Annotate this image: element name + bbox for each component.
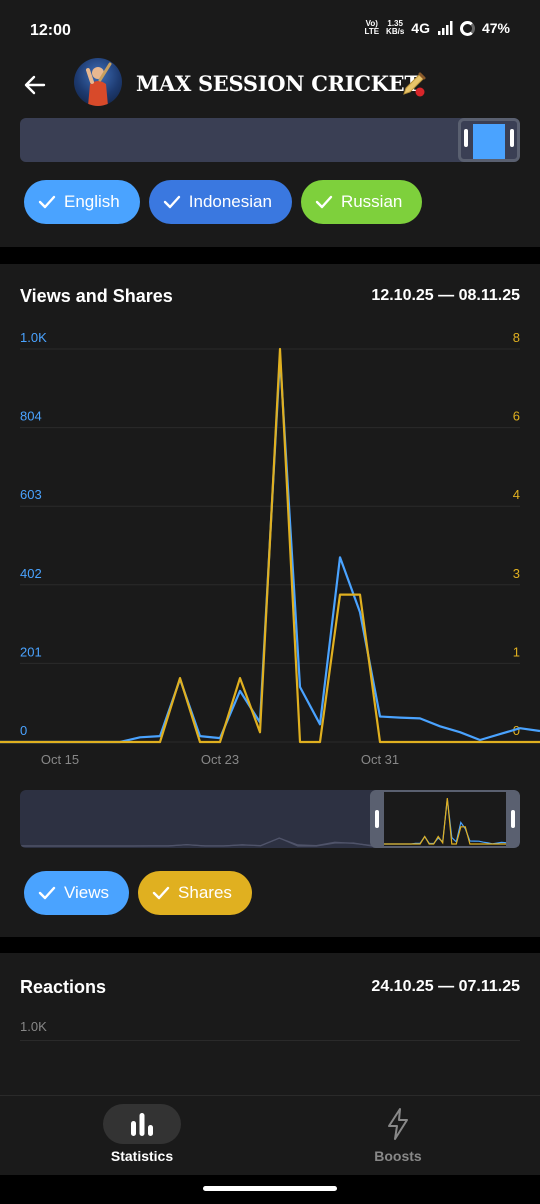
scroller-right-handle[interactable]: [510, 129, 514, 147]
languages-range-scroller[interactable]: [20, 118, 520, 162]
left-tick-label: 804: [20, 409, 42, 424]
nav-boosts[interactable]: Boosts: [328, 1104, 468, 1164]
top-bar: MAX SESSION CRICKET: [0, 58, 540, 112]
check-icon: [315, 195, 333, 209]
reactions-axis-label: 1.0K: [20, 1019, 47, 1034]
chip-shares[interactable]: Shares: [138, 871, 252, 915]
network-speed: 1.35 KB/s: [386, 19, 405, 36]
series-filters: Views Shares: [24, 871, 252, 915]
arrow-left-icon: [24, 75, 46, 95]
reactions-section-title: Reactions: [20, 977, 107, 997]
nav-statistics-label: Statistics: [110, 1148, 174, 1164]
views-shares-card: Views and Shares 12.10.25 — 08.11.25 1.0…: [0, 264, 540, 937]
nav-statistics[interactable]: Statistics: [72, 1104, 212, 1164]
language-filters: English Indonesian Russian: [24, 180, 423, 224]
scroller-window[interactable]: [458, 118, 520, 162]
nav-boosts-pill: [359, 1104, 437, 1144]
chip-russian[interactable]: Russian: [300, 180, 423, 224]
cricket-bat-icon: [403, 72, 426, 97]
left-tick-label: 402: [20, 566, 42, 581]
right-tick-label: 4: [513, 487, 520, 502]
reactions-card: Reactions 24.10.25 — 07.11.25 1.0K: [0, 953, 540, 1095]
series-line-shares: [0, 347, 540, 744]
reactions-date-range[interactable]: 24.10.25 — 07.11.25: [371, 978, 520, 995]
status-time: 12:00: [30, 22, 71, 39]
home-indicator: [203, 1186, 337, 1191]
channel-avatar[interactable]: [74, 58, 122, 106]
check-icon: [38, 195, 56, 209]
network-type: 4G: [411, 20, 430, 36]
bar-chart-icon: [131, 1113, 153, 1136]
left-tick-label: 201: [20, 644, 42, 659]
check-icon: [163, 195, 181, 209]
mini-window-preview: [384, 797, 506, 845]
cricketer-image-icon: [86, 62, 112, 106]
channel-title: MAX SESSION CRICKET: [136, 71, 420, 96]
left-axis: 1.0K 804 603 402 201 0: [20, 330, 47, 738]
right-tick-label: 1: [513, 644, 520, 659]
chip-indonesian[interactable]: Indonesian: [148, 180, 292, 224]
lightning-bolt-icon: [388, 1108, 408, 1140]
right-tick-label: 8: [513, 330, 520, 345]
nav-statistics-pill: [103, 1104, 181, 1144]
scroller-left-handle[interactable]: [464, 129, 468, 147]
range-right-handle[interactable]: [511, 810, 515, 828]
languages-card: English Indonesian Russian: [0, 112, 540, 247]
scroller-bar: [473, 124, 505, 162]
status-bar: 12:00 Vo) LTE 1.35 KB/s 4G 47%: [0, 0, 540, 62]
signal-icon: [437, 21, 453, 35]
nav-boosts-label: Boosts: [374, 1148, 422, 1164]
bottom-navigation: Statistics Boosts: [0, 1095, 540, 1175]
check-icon: [38, 886, 56, 900]
views-date-range[interactable]: 12.10.25 — 08.11.25: [371, 287, 520, 304]
left-tick-label: 603: [20, 487, 42, 502]
chip-views[interactable]: Views: [24, 871, 130, 915]
reactions-gridline: [20, 1040, 520, 1041]
left-tick-label: 0: [20, 723, 27, 738]
right-tick-label: 3: [513, 566, 520, 581]
x-tick-label: Oct 15: [41, 752, 79, 767]
x-axis: Oct 15 Oct 23 Oct 31: [41, 752, 399, 767]
battery-icon: [459, 20, 475, 36]
window-series-shares: [384, 797, 506, 845]
status-icons: Vo) LTE 1.35 KB/s 4G 47%: [364, 19, 510, 37]
check-icon: [152, 886, 170, 900]
right-tick-label: 0: [513, 723, 520, 738]
range-left-handle[interactable]: [375, 810, 379, 828]
right-axis: 8 6 4 3 1 0: [513, 330, 520, 738]
back-button[interactable]: [18, 68, 52, 102]
volte-indicator: Vo) LTE: [364, 19, 380, 36]
left-tick-label: 1.0K: [20, 330, 47, 345]
chart-series: [0, 347, 540, 744]
x-tick-label: Oct 23: [201, 752, 239, 767]
chart-range-window[interactable]: [370, 790, 520, 848]
chart-range-scroller[interactable]: [20, 790, 520, 848]
views-section-title: Views and Shares: [20, 286, 173, 306]
x-tick-label: Oct 31: [361, 752, 399, 767]
battery-level: 47%: [481, 20, 510, 36]
right-tick-label: 6: [513, 409, 520, 424]
chip-english[interactable]: English: [24, 180, 140, 224]
